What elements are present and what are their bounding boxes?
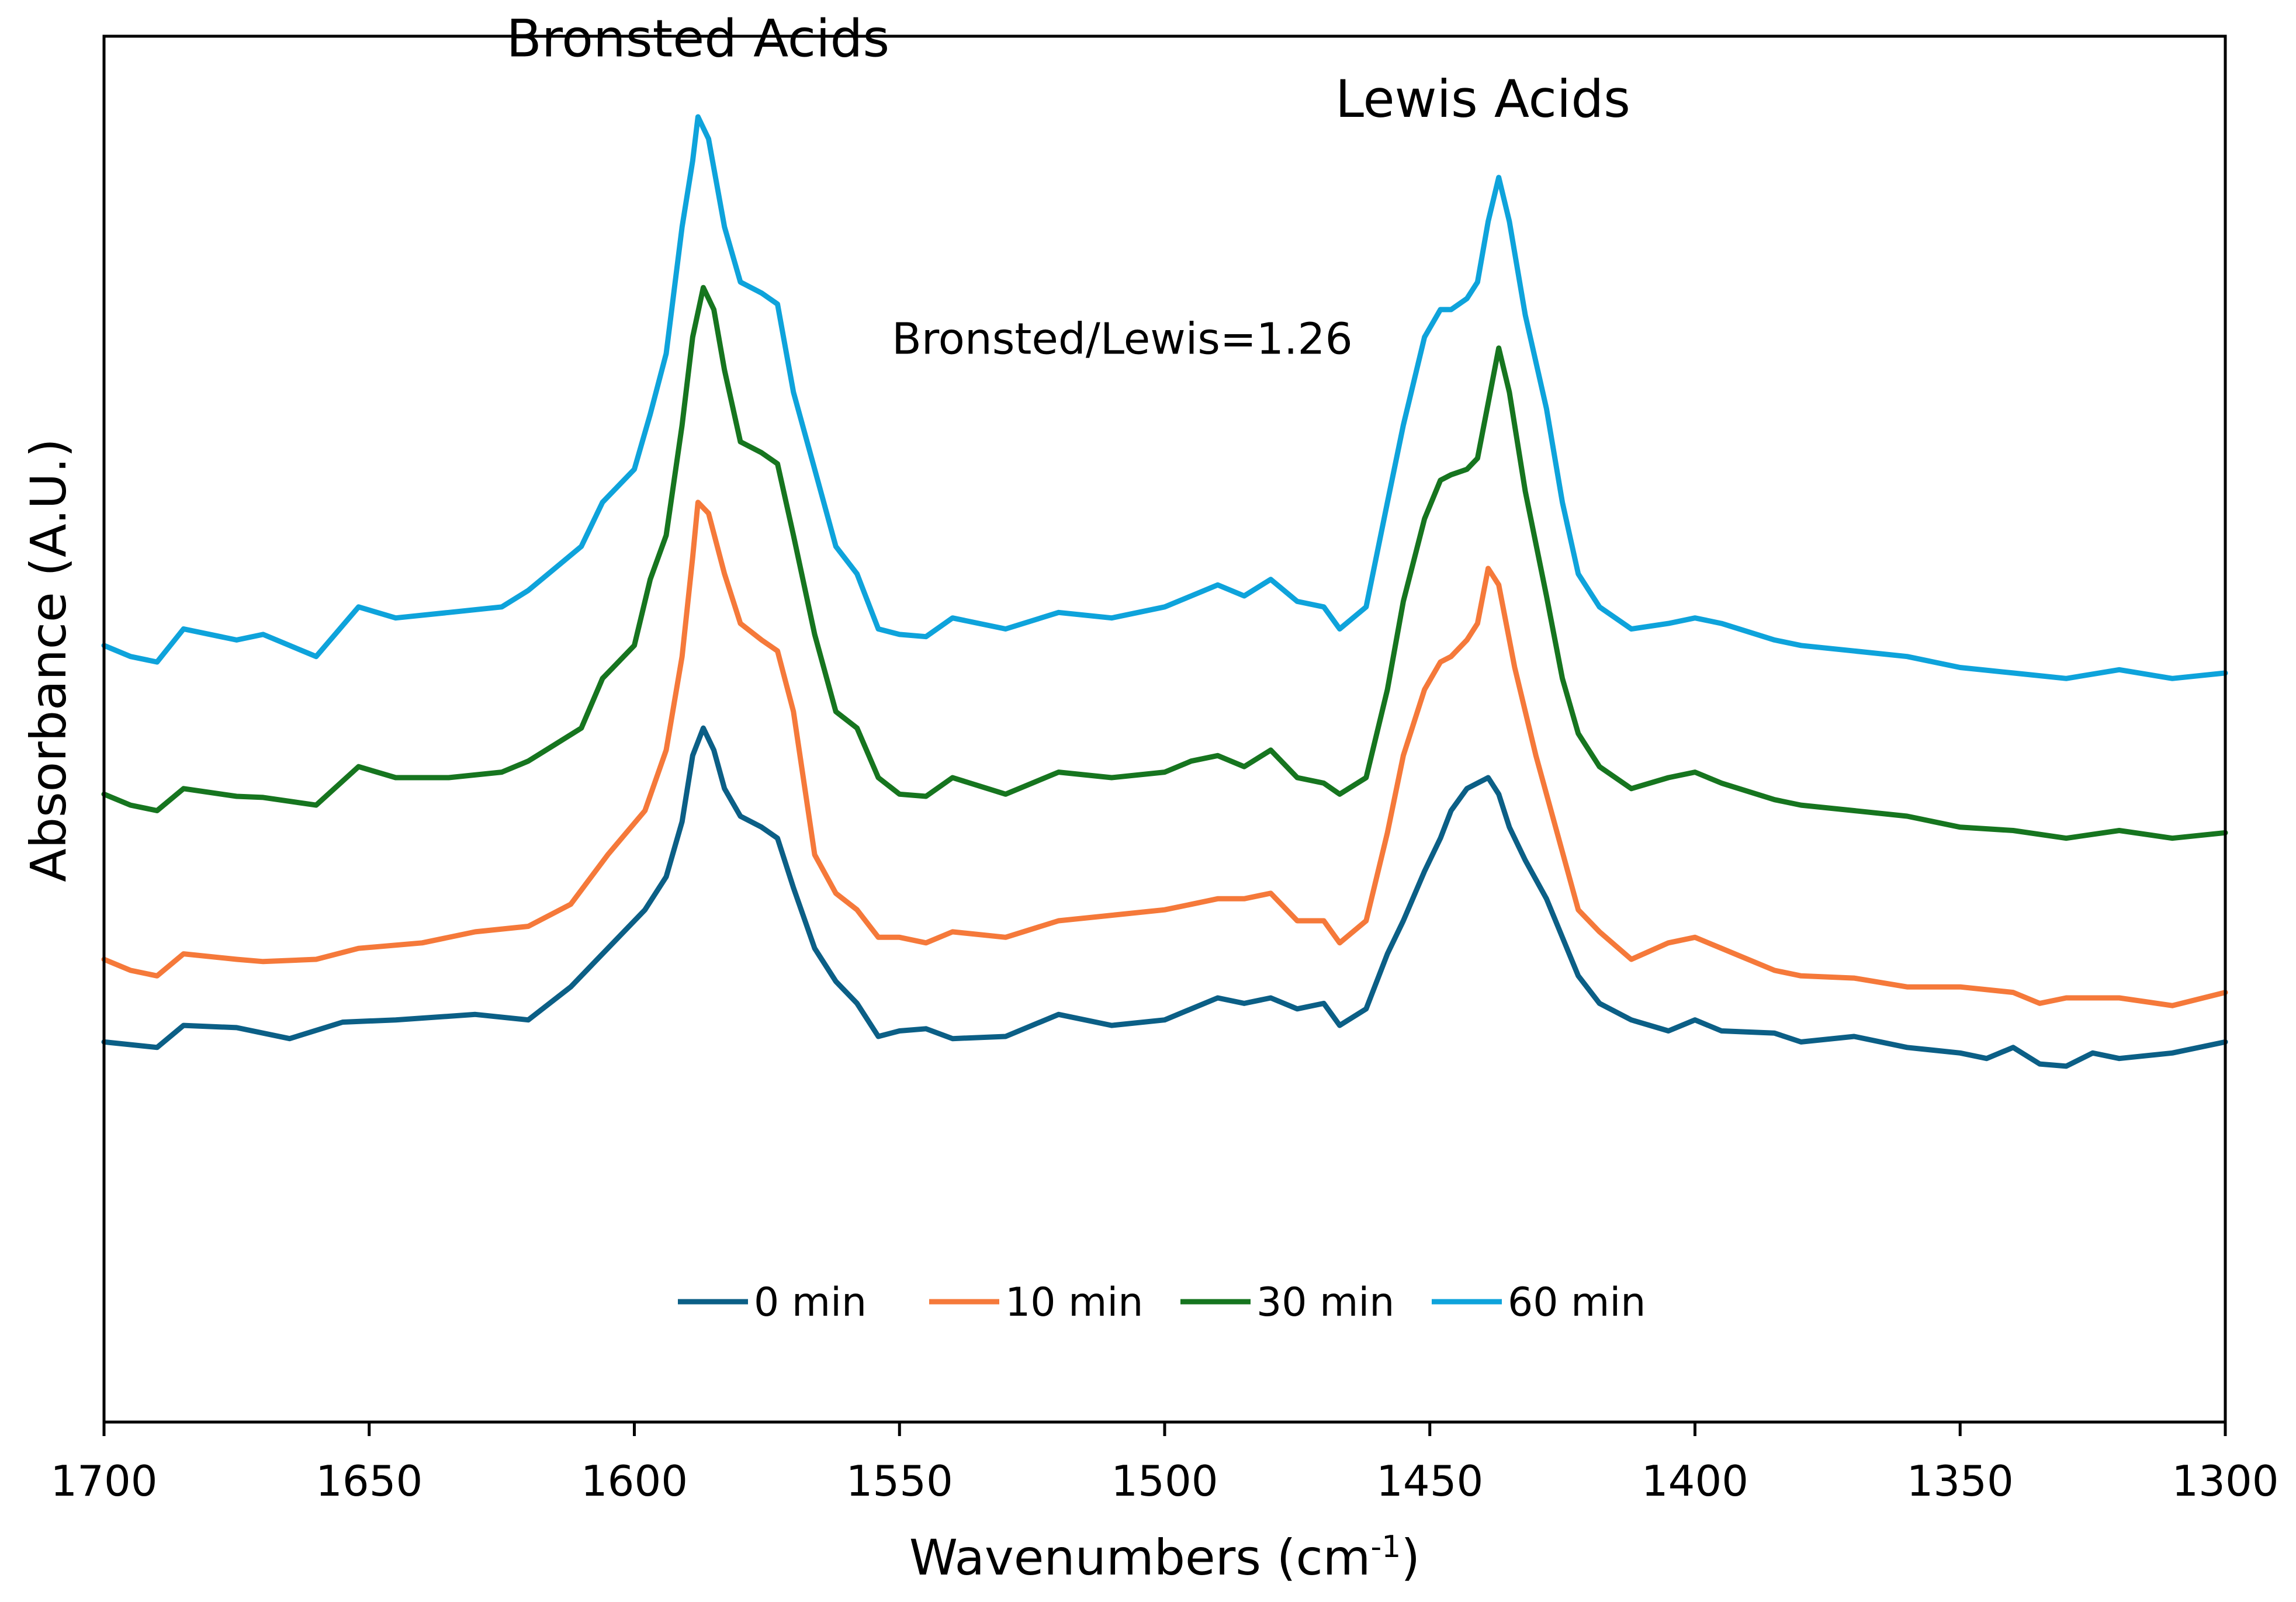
x-tick-label: 1500: [1111, 1457, 1218, 1506]
x-tick-label: 1300: [2172, 1457, 2278, 1506]
legend-label: 10 min: [1005, 1279, 1143, 1326]
annotation-lewis-acids: Lewis Acids: [1335, 69, 1630, 129]
x-tick-label: 1550: [846, 1457, 953, 1506]
x-axis-ticks: 1700 1650 1600 1550 1500 1450 1400 1350 1300: [50, 1422, 2279, 1506]
x-tick-label: 1650: [316, 1457, 423, 1506]
x-axis-title: Wavenumbers (cm-1): [909, 1529, 1420, 1586]
annotation-bronsted-acids: Bronsted Acids: [507, 8, 890, 68]
series-line-10-min: [101, 500, 2228, 1008]
series-line-30-min: [101, 285, 2228, 841]
y-axis-title: Absorbance (A.U.): [20, 438, 77, 882]
series-line-0-min: [101, 725, 2228, 1069]
x-tick-label: 1400: [1642, 1457, 1748, 1506]
legend-label: 60 min: [1508, 1279, 1646, 1326]
annotation-bronsted-lewis-ratio: Bronsted/Lewis=1.26: [892, 314, 1353, 364]
legend: 0 min 10 min 30 min 60 min: [678, 1279, 1646, 1326]
series-line-60-min: [101, 114, 2228, 681]
x-tick-label: 1450: [1376, 1457, 1483, 1506]
x-tick-label: 1350: [1907, 1457, 2014, 1506]
legend-label: 30 min: [1256, 1279, 1394, 1326]
x-tick-label: 1600: [581, 1457, 688, 1506]
series-lines: [101, 114, 2228, 1069]
x-tick-label: 1700: [50, 1457, 157, 1506]
legend-label: 0 min: [754, 1279, 867, 1326]
